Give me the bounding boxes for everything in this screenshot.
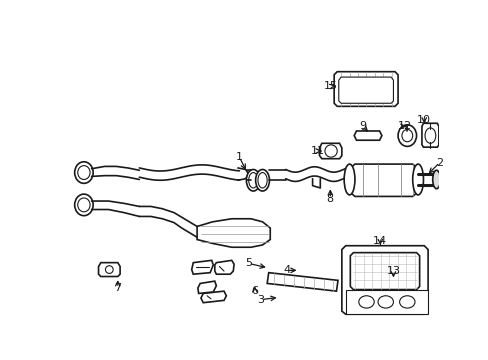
Text: 12: 12 bbox=[397, 121, 411, 131]
Text: 11: 11 bbox=[310, 146, 325, 156]
Ellipse shape bbox=[377, 296, 393, 308]
Text: 2: 2 bbox=[435, 158, 442, 167]
Text: 13: 13 bbox=[386, 266, 400, 276]
Ellipse shape bbox=[324, 145, 337, 157]
Polygon shape bbox=[349, 164, 417, 197]
Ellipse shape bbox=[248, 172, 257, 188]
Ellipse shape bbox=[397, 125, 416, 147]
Ellipse shape bbox=[257, 172, 266, 188]
Ellipse shape bbox=[255, 170, 269, 191]
Ellipse shape bbox=[75, 194, 93, 216]
Ellipse shape bbox=[399, 296, 414, 308]
Polygon shape bbox=[214, 260, 234, 274]
Polygon shape bbox=[353, 131, 381, 140]
Polygon shape bbox=[99, 263, 120, 276]
Text: 7: 7 bbox=[114, 283, 121, 293]
Text: 8: 8 bbox=[326, 194, 333, 204]
Ellipse shape bbox=[105, 266, 113, 274]
Ellipse shape bbox=[246, 170, 260, 191]
Polygon shape bbox=[421, 123, 438, 147]
Text: 5: 5 bbox=[244, 258, 252, 269]
Polygon shape bbox=[319, 143, 341, 159]
Ellipse shape bbox=[432, 170, 440, 189]
Polygon shape bbox=[341, 246, 427, 314]
Polygon shape bbox=[338, 77, 393, 103]
Text: 14: 14 bbox=[372, 236, 386, 246]
Polygon shape bbox=[197, 219, 270, 247]
Ellipse shape bbox=[75, 162, 93, 183]
Ellipse shape bbox=[401, 130, 412, 142]
Text: 4: 4 bbox=[283, 265, 290, 275]
Ellipse shape bbox=[358, 296, 373, 308]
Text: 9: 9 bbox=[358, 121, 366, 131]
Polygon shape bbox=[191, 260, 213, 274]
Polygon shape bbox=[345, 289, 427, 314]
Polygon shape bbox=[201, 291, 226, 303]
Ellipse shape bbox=[78, 166, 90, 180]
Polygon shape bbox=[266, 273, 337, 291]
Ellipse shape bbox=[344, 164, 354, 195]
Polygon shape bbox=[349, 253, 419, 289]
Text: 10: 10 bbox=[416, 115, 430, 125]
Polygon shape bbox=[198, 281, 216, 293]
Text: 15: 15 bbox=[324, 81, 337, 91]
Text: 1: 1 bbox=[236, 152, 243, 162]
Ellipse shape bbox=[78, 198, 90, 212]
Ellipse shape bbox=[424, 128, 435, 143]
Text: 3: 3 bbox=[257, 294, 264, 305]
Text: 6: 6 bbox=[251, 286, 258, 296]
Polygon shape bbox=[333, 72, 397, 106]
Ellipse shape bbox=[412, 164, 423, 195]
